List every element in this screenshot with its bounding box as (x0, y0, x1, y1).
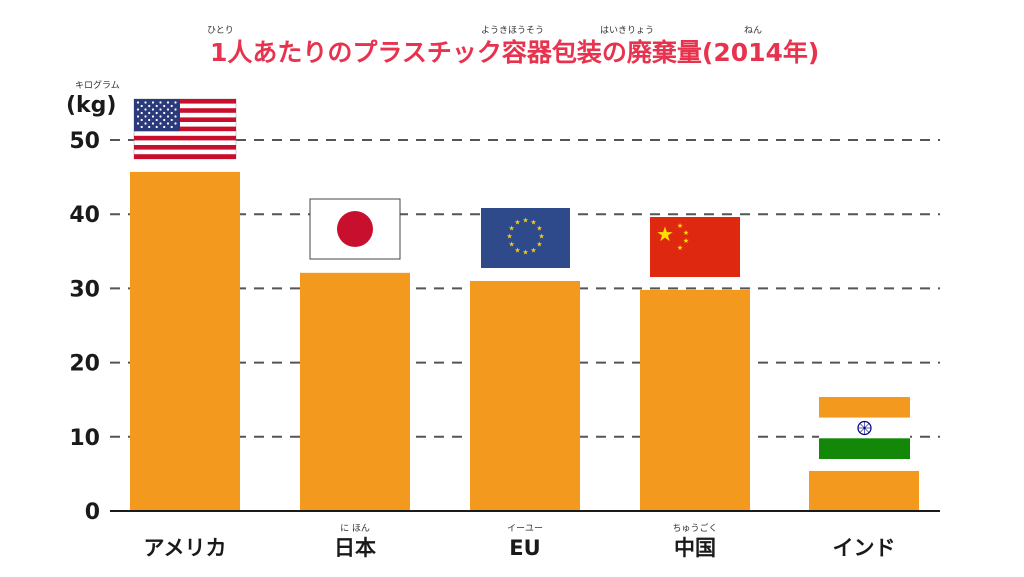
category-ruby: に ほん (340, 523, 370, 534)
y-tick-label: 40 (69, 203, 100, 228)
svg-text:★: ★ (508, 241, 514, 249)
category-label: 中国 (674, 536, 716, 560)
svg-text:★: ★ (538, 233, 544, 241)
category-label: インド (833, 536, 896, 560)
category-label: 日本 (334, 536, 376, 560)
india-flag (819, 397, 910, 459)
bar-3 (640, 289, 750, 511)
title-ruby-nen: ねん (744, 25, 762, 36)
svg-text:★: ★ (506, 233, 512, 241)
bar-layer (130, 171, 919, 511)
svg-text:★: ★ (514, 219, 520, 227)
y-tick-label: 10 (69, 426, 100, 451)
usa-flag (133, 98, 237, 160)
chart-title-group: ひとり ようきほうそう はいきりょう ねん 1人あたりのプラスチック容器包装の廃… (207, 25, 819, 67)
title-ruby-youkihousou: ようきほうそう (481, 25, 544, 36)
y-tick-labels: 0 10 20 30 40 50 (69, 129, 100, 525)
bar-4 (809, 470, 919, 511)
y-tick-label: 50 (69, 129, 100, 154)
y-axis-unit-ruby: キログラム (75, 79, 120, 91)
eu-flag: ★ ★ ★ ★ ★ ★ ★ ★ ★ ★ ★ ★ (481, 208, 570, 268)
category-ruby: イーユー (507, 524, 543, 534)
svg-text:★: ★ (677, 222, 683, 230)
title-ruby-haikiryou: はいきりょう (600, 25, 654, 36)
svg-text:★: ★ (522, 249, 528, 257)
svg-text:★: ★ (522, 217, 528, 225)
svg-text:★: ★ (514, 246, 520, 254)
title-ruby-hitori: ひとり (207, 25, 234, 36)
svg-text:★: ★ (683, 237, 689, 245)
y-tick-label: 20 (69, 352, 100, 377)
svg-text:★: ★ (530, 219, 536, 227)
category-label: EU (509, 536, 540, 560)
bar-2 (470, 280, 580, 511)
category-ruby: ちゅうごく (672, 522, 717, 534)
y-tick-label: 0 (85, 500, 100, 525)
category-label: アメリカ (144, 536, 227, 560)
flag-layer: ★ ★ ★ ★ ★ ★ ★ ★ ★ ★ ★ ★ ★ ★ ★ ★ ★ (133, 98, 910, 459)
y-tick-label: 30 (69, 277, 100, 302)
bar-1 (300, 272, 410, 511)
bar-0 (130, 171, 240, 511)
svg-text:★: ★ (508, 225, 514, 233)
china-flag: ★ ★ ★ ★ ★ (650, 217, 740, 277)
chart-title: 1人あたりのプラスチック容器包装の廃棄量(2014年) (210, 38, 819, 67)
svg-text:★: ★ (683, 229, 689, 237)
y-axis-label: (kg) (66, 93, 117, 118)
svg-text:★: ★ (530, 246, 536, 254)
japan-flag (309, 198, 401, 260)
svg-text:★: ★ (536, 241, 542, 249)
svg-text:★: ★ (677, 244, 683, 252)
svg-text:★: ★ (536, 225, 542, 233)
svg-text:★: ★ (656, 222, 674, 246)
